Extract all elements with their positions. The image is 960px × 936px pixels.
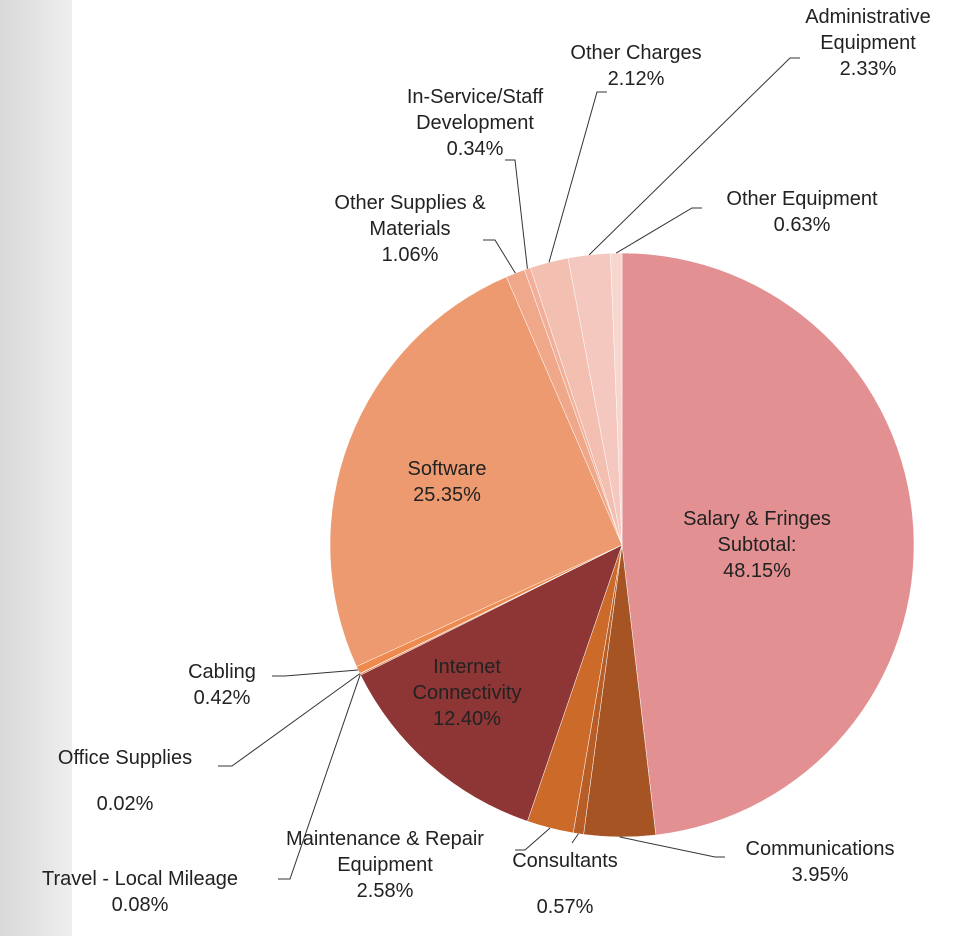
category-label: In-Service/Staff Development <box>407 86 543 134</box>
category-label: Other Equipment <box>726 188 877 210</box>
category-label: Office Supplies <box>58 747 192 769</box>
value-label: 48.15% <box>670 558 845 584</box>
value-label: 25.35% <box>387 482 507 508</box>
category-label: Consultants <box>512 850 618 872</box>
category-label: Administrative Equipment <box>805 6 931 54</box>
category-label: Internet Connectivity <box>413 656 522 704</box>
category-label: Other Charges <box>570 42 701 64</box>
slice-label: Consultants 0.57% <box>485 848 645 920</box>
category-label: Maintenance & Repair Equipment <box>286 828 484 876</box>
value-label: 0.57% <box>485 894 645 920</box>
leader-line <box>505 160 527 269</box>
value-label: 1.06% <box>318 242 503 268</box>
value-label: 0.42% <box>162 685 282 711</box>
value-label: 2.33% <box>783 56 953 82</box>
value-label: 0.34% <box>388 136 563 162</box>
leader-line <box>272 670 358 676</box>
category-label: Travel - Local Mileage <box>42 868 238 890</box>
category-label: Salary & Fringes Subtotal: <box>683 508 831 556</box>
category-label: Software <box>408 458 487 480</box>
category-label: Cabling <box>188 661 256 683</box>
value-label: 0.63% <box>692 212 912 238</box>
page: {"chart_data": {"type": "pie", "categori… <box>0 0 960 936</box>
slice-label: Office Supplies 0.02% <box>25 745 225 817</box>
value-label: 2.12% <box>551 66 721 92</box>
value-label: 3.95% <box>710 862 930 888</box>
leader-line <box>572 834 578 843</box>
value-label: 2.58% <box>285 878 485 904</box>
category-label: Communications <box>746 838 895 860</box>
value-label: 0.08% <box>0 892 280 918</box>
value-label: 0.02% <box>25 791 225 817</box>
value-label: 12.40% <box>400 706 535 732</box>
leader-line <box>616 208 702 253</box>
slice-label: Salary & Fringes Subtotal:48.15% <box>670 506 845 584</box>
category-label: Other Supplies & Materials <box>334 192 485 240</box>
leader-line <box>515 828 550 850</box>
